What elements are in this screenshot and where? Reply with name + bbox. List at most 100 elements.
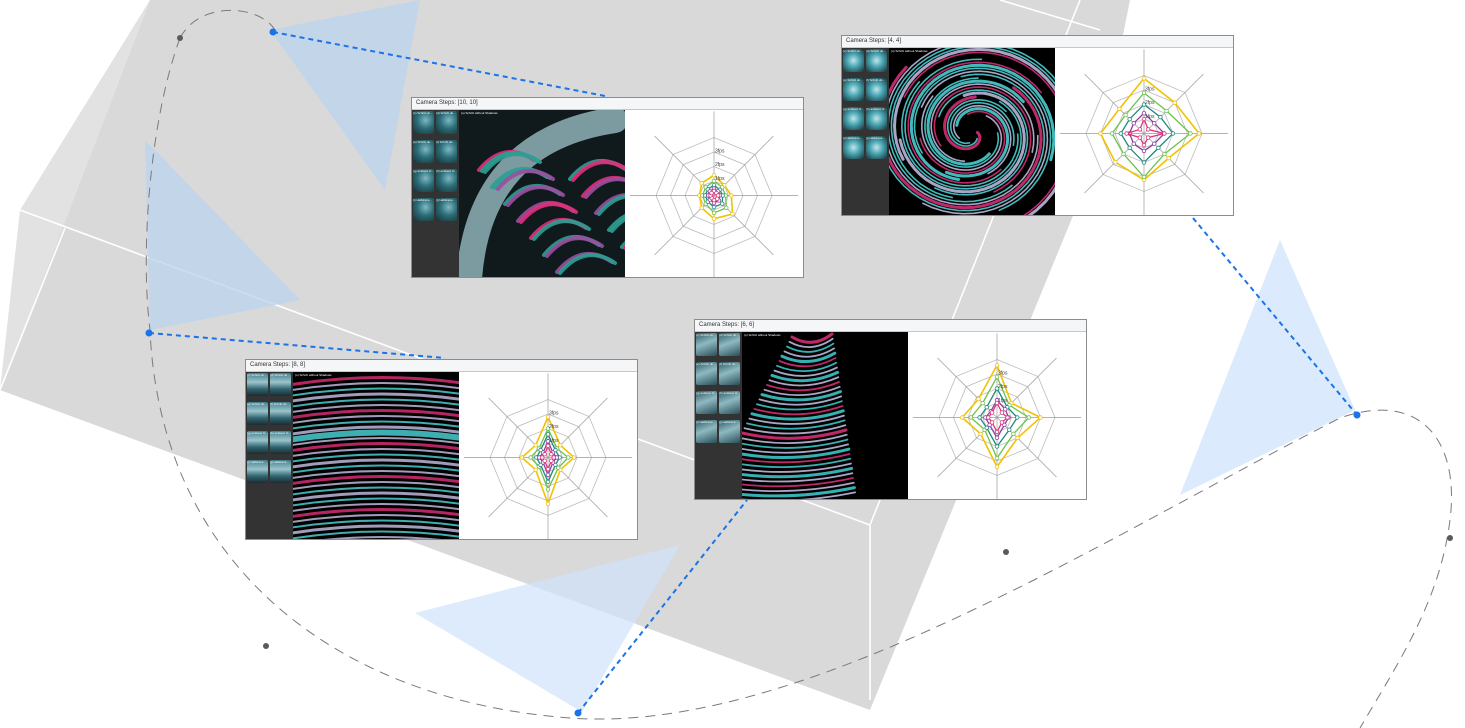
render-panel-camera-10[interactable]: Camera Steps: [10, 10] (c) Schritt ub...(…: [411, 97, 804, 278]
render-thumbnail[interactable]: (f) Schritt ub...: [270, 402, 291, 425]
render-thumbnail[interactable]: (g) ambient O...: [247, 431, 268, 454]
render-thumbnail[interactable]: (j) Halbtrans...: [719, 420, 740, 443]
render-thumbnail[interactable]: (d) Schritt ub...: [270, 373, 291, 396]
radar-point: [994, 400, 1000, 406]
path-node: [1003, 549, 1009, 555]
viewport-label: (o) Schritt without Shadows: [891, 49, 928, 53]
streamline: [532, 219, 591, 241]
render-panel-camera-8[interactable]: Camera Steps: [8, 8] (c) Schritt ub... (d)…: [245, 359, 638, 540]
render-thumbnail[interactable]: (c) Schritt ub...: [247, 373, 268, 396]
streamline: [293, 530, 459, 539]
render-thumbnail[interactable]: (g) ambient O...: [413, 169, 434, 192]
render-thumbnail[interactable]: (i) Halbtrans...: [696, 420, 717, 443]
render-thumbnail[interactable]: (f) Schritt ub...: [436, 140, 457, 163]
streamline: [293, 470, 459, 479]
streamline: [293, 453, 459, 463]
main-viewport[interactable]: (o) Schritt without Shadows: [293, 372, 459, 539]
streamline: [293, 425, 459, 436]
radar-tick-label: 2fps: [549, 424, 559, 430]
main-viewport[interactable]: (o) Schritt without Shadows: [889, 48, 1055, 215]
streamline: [293, 464, 459, 474]
render-thumbnail[interactable]: (h) ambient O...: [719, 391, 740, 414]
radar-spoke: [996, 417, 1057, 478]
thumbnail-label: (c) Schritt ub...: [413, 111, 433, 115]
streamline: [892, 48, 1055, 215]
render-thumbnail[interactable]: (c) Schritt ub...: [696, 333, 717, 356]
render-thumbnail[interactable]: (d) Schritt ub...: [866, 49, 887, 72]
camera-node[interactable]: [574, 709, 582, 717]
streamline: [760, 390, 842, 402]
render-panel-camera-6[interactable]: Camera Steps: [6, 6] (c) Schritt ub... (d)…: [694, 319, 1087, 500]
render-panel-camera-4[interactable]: Camera Steps: [4, 4] (c) Schritt ub... (d)…: [841, 35, 1234, 216]
radar-point: [1141, 90, 1147, 96]
render-thumbnail[interactable]: (d) Schritt ub...: [436, 111, 457, 134]
main-viewport[interactable]: (o) Schritt without Shadows: [742, 332, 908, 499]
render-thumbnail[interactable]: (d) Schritt ub...: [719, 333, 740, 356]
radar-point: [545, 479, 551, 485]
radar-point: [1162, 151, 1167, 157]
streamline: [788, 337, 834, 348]
render-thumbnail[interactable]: (e) Schritt ub...: [413, 140, 434, 163]
radar-point: [1141, 76, 1147, 81]
streamline: [907, 61, 1042, 184]
main-viewport[interactable]: (o) Schritt without Shadows: [459, 110, 625, 277]
camera-node[interactable]: [145, 329, 153, 337]
render-thumbnail[interactable]: (h) ambient O...: [436, 169, 457, 192]
radar-point: [1141, 142, 1147, 148]
render-image: [889, 48, 1055, 215]
thumbnail-label: (j) Halbtrans...: [436, 198, 455, 202]
radar-point: [1164, 108, 1169, 114]
streamline: [293, 382, 459, 391]
streamline: [753, 405, 844, 416]
render-thumbnail[interactable]: (j) Halbtrans...: [436, 198, 457, 221]
render-thumbnail[interactable]: (e) Schritt ub...: [696, 362, 717, 385]
radar-point: [1003, 407, 1008, 412]
thumbnail-label: (c) Schritt ub...: [696, 333, 716, 337]
streamline: [293, 437, 459, 446]
camera-node[interactable]: [269, 28, 277, 36]
radar-point: [558, 442, 563, 448]
streamline: [597, 194, 625, 216]
streamline: [742, 457, 852, 469]
viewport-label: (o) Schritt without Shadows: [295, 373, 332, 377]
radar-point: [1137, 127, 1143, 132]
render-thumbnail[interactable]: (c) Schritt ub...: [843, 49, 864, 72]
thumbnail-label: (h) ambient O...: [270, 431, 291, 435]
render-thumbnail[interactable]: (i) Halbtrans...: [413, 198, 434, 221]
streamline: [766, 381, 840, 392]
radar-chart: 3fps 2fps 1fps: [463, 373, 633, 539]
render-thumbnail[interactable]: (h) ambient O...: [270, 431, 291, 454]
render-image: [459, 110, 625, 277]
render-thumbnail[interactable]: (c) Schritt ub...: [413, 111, 434, 134]
render-thumbnail[interactable]: (f) Schritt ub...: [719, 362, 740, 385]
performance-radar: 3fps 2fps 1fps: [459, 372, 637, 539]
radar-point: [1137, 135, 1143, 140]
render-thumbnail[interactable]: (i) Halbtrans...: [247, 460, 268, 483]
streamline: [943, 95, 982, 151]
render-thumbnail[interactable]: (f) Schritt ub...: [866, 78, 887, 101]
radar-point: [1156, 145, 1161, 151]
thumbnail-label: (c) Schritt ub...: [247, 373, 267, 377]
render-thumbnail[interactable]: (j) Halbtrans...: [270, 460, 291, 483]
radar-point: [1121, 151, 1126, 157]
render-thumbnail[interactable]: (g) ambient O...: [696, 391, 717, 414]
radar-tick-label: 1fps: [1145, 114, 1155, 120]
path-node: [177, 35, 183, 41]
camera-node[interactable]: [1353, 411, 1361, 419]
render-thumbnail[interactable]: (j) Halbtrans...: [866, 136, 887, 159]
streamline: [930, 83, 1035, 162]
streamline: [293, 429, 459, 443]
streamline: [763, 385, 841, 397]
radar-point: [724, 205, 729, 211]
streamline: [558, 253, 617, 275]
streamline: [900, 81, 1022, 190]
thumbnail-label: (g) ambient O...: [247, 431, 268, 435]
thumbnail-label: (f) Schritt ub...: [270, 402, 289, 406]
render-thumbnail[interactable]: (e) Schritt ub...: [843, 78, 864, 101]
render-thumbnail[interactable]: (h) ambient O...: [866, 107, 887, 130]
thumbnail-label: (h) ambient O...: [436, 169, 457, 173]
render-thumbnail[interactable]: (i) Halbtrans...: [843, 136, 864, 159]
radar-point: [542, 452, 547, 457]
render-thumbnail[interactable]: (g) ambient O...: [843, 107, 864, 130]
render-thumbnail[interactable]: (e) Schritt ub...: [247, 402, 268, 425]
